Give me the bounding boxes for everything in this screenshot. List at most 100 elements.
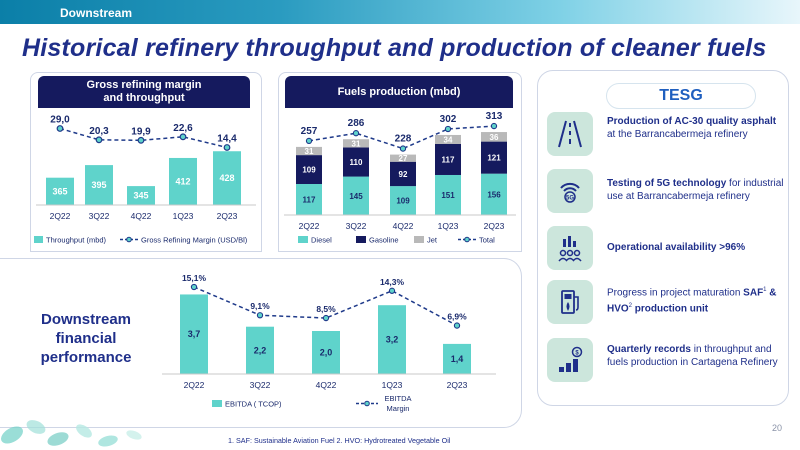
- tesg-item-4-sup2: 2: [628, 302, 633, 309]
- margin-data-label: 29,0: [50, 115, 70, 126]
- ebitda-margin-label: 15,1%: [182, 273, 207, 283]
- ebitda-margin-point: [322, 314, 330, 322]
- legend-label-throughput: Throughput (mbd): [46, 236, 107, 245]
- diesel-segment-label: 156: [487, 190, 501, 199]
- legend-label-margin: Gross Refining Margin (USD/Bl): [141, 236, 248, 245]
- tesg-item-2: Testing of 5G technology for industrial …: [607, 178, 785, 203]
- x-tick-label: 2Q22: [50, 211, 71, 221]
- tesg-item-4-bold: SAF: [743, 287, 764, 299]
- diesel-bar-segment: [390, 186, 416, 215]
- coins-growth-icon: $: [547, 338, 593, 382]
- margin-chart-title-line1: Gross refining margin: [86, 79, 202, 91]
- gasoline-segment-label: 109: [302, 166, 316, 175]
- financial-label-line1: Downstream: [40, 311, 132, 328]
- legend-marker-total: [464, 236, 470, 243]
- diesel-bar-segment: [481, 173, 507, 215]
- total-point: [444, 125, 452, 133]
- throughput-bar: [85, 165, 113, 205]
- x-tick-label: 2Q22: [299, 221, 320, 231]
- total-series-line: [308, 125, 495, 150]
- margin-point: [137, 136, 145, 144]
- tesg-item-4-pre: Progress in project maturation: [607, 287, 744, 299]
- footnote: 1. SAF: Sustainable Aviation Fuel 2. HVO…: [228, 436, 451, 445]
- legend-swatch-ebitda: [212, 400, 222, 407]
- legend-label-diesel: Diesel: [311, 236, 332, 245]
- x-tick-label: 2Q22: [184, 380, 205, 390]
- legend-label-gasoline: Gasoline: [369, 236, 399, 245]
- diesel-segment-label: 151: [441, 191, 455, 200]
- section-label: Downstream: [60, 6, 133, 20]
- x-tick-label: 3Q22: [346, 221, 367, 231]
- throughput-bar: [127, 186, 155, 205]
- ebitda-margin-point: [256, 312, 264, 319]
- margin-data-label: 20,3: [89, 126, 109, 137]
- total-data-label: 286: [348, 118, 365, 129]
- gasoline-segment-label: 92: [399, 170, 408, 179]
- ebitda-margin-line: [193, 286, 458, 327]
- ebitda-bar: [312, 331, 340, 374]
- total-point: [305, 137, 313, 145]
- total-data-label: 228: [395, 134, 412, 145]
- ebitda-chart: 3,7 2Q22 2,2 3Q22 2,0 4Q22 3,2 1Q23 1,4 2Q23 15,1%…: [162, 273, 496, 413]
- tesg-item-5-text: in throughput and fuels production in Ca…: [607, 344, 778, 368]
- diesel-bar-segment: [343, 176, 369, 215]
- total-data-label: 313: [486, 111, 503, 122]
- ebitda-margin-point: [388, 287, 396, 294]
- ebitda-bar: [378, 305, 406, 374]
- ebitda-margin-label: 14,3%: [380, 277, 405, 287]
- jet-bar-segment: [390, 154, 416, 162]
- fuels-production-chart: 117 109 31 2Q22 145 110 31 3Q22 109 92 27 4Q22 151 11…: [284, 111, 516, 245]
- margin-data-label: 14,4: [217, 133, 237, 144]
- x-tick-label: 3Q22: [250, 380, 271, 390]
- tesg-item-5-bold: Quarterly records: [607, 344, 691, 355]
- ebitda-margin-label: 8,5%: [316, 304, 336, 314]
- jet-segment-label: 36: [490, 133, 499, 142]
- jet-segment-label: 27: [399, 154, 408, 163]
- throughput-bar-label: 412: [175, 176, 190, 186]
- total-point: [490, 122, 498, 130]
- ebitda-bar: [246, 326, 274, 374]
- gasoline-segment-label: 117: [442, 155, 455, 164]
- tesg-item-1-text: at the Barrancabermeja refinery: [607, 128, 748, 140]
- diesel-segment-label: 109: [396, 197, 410, 206]
- legend-swatch-throughput: [34, 236, 43, 243]
- margin-point: [56, 125, 64, 132]
- gasoline-bar-segment: [296, 155, 322, 184]
- x-tick-label: 1Q23: [438, 221, 459, 231]
- legend-label-total: Total: [479, 236, 495, 245]
- x-tick-label: 2Q23: [447, 380, 468, 390]
- header-band: [0, 0, 800, 24]
- diesel-segment-label: 117: [303, 195, 316, 204]
- jet-bar-segment: [296, 146, 322, 156]
- tesg-item-5: Quarterly records in throughput and fuel…: [607, 344, 785, 369]
- jet-bar-segment: [435, 134, 461, 144]
- fuel-pump-leaf-icon: [547, 280, 593, 324]
- ebitda-bar-label: 2,2: [254, 345, 267, 355]
- x-tick-label: 3Q22: [89, 211, 110, 221]
- total-data-label: 302: [440, 114, 457, 125]
- ebitda-margin-label: 9,1%: [250, 301, 270, 311]
- margin-data-label: 19,9: [131, 126, 151, 137]
- total-data-label: 257: [301, 126, 318, 137]
- tesg-item-4-mid: & HVO: [607, 287, 777, 315]
- total-point: [399, 145, 407, 152]
- throughput-bar: [46, 177, 74, 205]
- 5g-signal-icon: 5G: [547, 169, 593, 213]
- team-chart-icon: [547, 226, 593, 270]
- x-tick-label: 2Q23: [217, 211, 238, 221]
- throughput-bar: [169, 157, 197, 205]
- tesg-panel: [537, 70, 789, 406]
- legend-label-ebitda: EBITDA ( TCOP): [225, 400, 282, 409]
- fuels-chart-frame: [278, 72, 522, 252]
- ebitda-bar-label: 2,0: [320, 348, 333, 358]
- throughput-bar-label: 428: [219, 173, 234, 183]
- gasoline-bar-segment: [435, 143, 461, 175]
- tesg-title: TESG: [606, 83, 756, 109]
- x-tick-label: 4Q22: [316, 380, 337, 390]
- margin-chart-title-line2: and throughput: [103, 92, 185, 104]
- financial-chart-frame: [0, 258, 522, 428]
- tesg-item-1-bold: Production of AC-30 quality asphalt: [607, 116, 777, 127]
- margin-point: [179, 133, 187, 141]
- legend-swatch-diesel: [298, 236, 308, 243]
- legend-label-ebitda-margin-line1: EBITDA: [384, 394, 411, 403]
